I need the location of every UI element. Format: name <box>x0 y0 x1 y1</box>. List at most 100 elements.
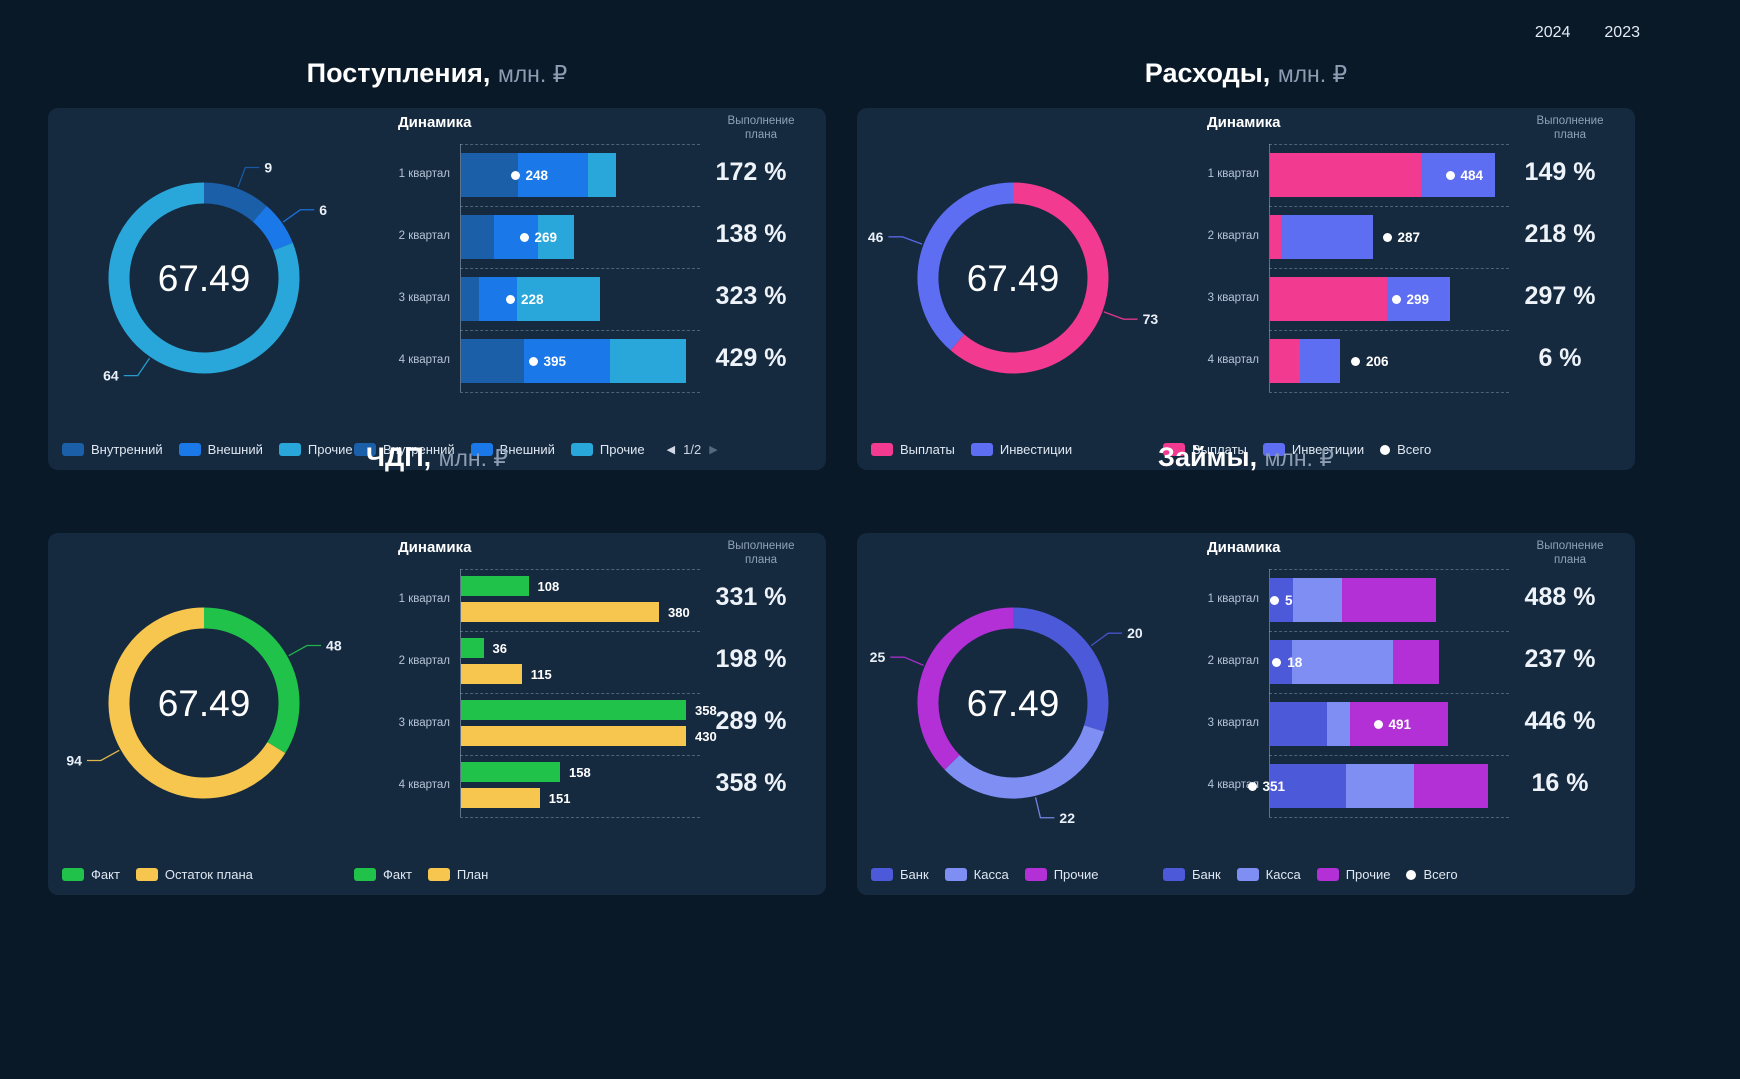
bar-segment-Внутренний[interactable] <box>461 153 519 197</box>
bar-segment-Внутренний[interactable] <box>461 339 524 383</box>
donut-slice-0[interactable] <box>203 182 267 223</box>
bar-segment-Внутренний[interactable] <box>461 215 494 259</box>
donut-slice-1[interactable] <box>252 205 293 251</box>
donut-slice-1[interactable] <box>944 725 1105 799</box>
bar-segment-Инвестиции[interactable] <box>1420 153 1495 197</box>
pagination-prev-icon[interactable]: ◀ <box>666 444 676 456</box>
donut-slice-value: 73 <box>1143 311 1159 327</box>
donut-slice-0[interactable] <box>1012 607 1109 732</box>
bar-segment-Инвестиции[interactable] <box>1281 215 1374 259</box>
grouped-bar-Факт[interactable] <box>461 576 529 596</box>
category-label: 2 квартал <box>1207 655 1259 667</box>
bar-segment-Касса[interactable] <box>1326 702 1350 746</box>
bar-segment-Внешний[interactable] <box>524 339 610 383</box>
panel-title-unit: млн. ₽ <box>497 61 568 87</box>
legend-item[interactable]: Внешний <box>470 442 555 457</box>
pagination-label: 1/2 <box>683 442 702 457</box>
donut-slice-2[interactable] <box>917 607 1014 770</box>
bar-segment-Прочие[interactable] <box>1414 764 1489 808</box>
year-tab-2023[interactable]: 2023 <box>1604 24 1640 41</box>
legend-item[interactable]: Факт <box>354 867 412 882</box>
bar-segment-Выплаты[interactable] <box>1270 215 1282 259</box>
legend-item[interactable]: Внутренний <box>354 442 455 457</box>
legend-item[interactable]: Прочие <box>1024 867 1098 882</box>
stacked-bar[interactable] <box>1270 153 1495 197</box>
legend-item-total[interactable]: Всего <box>1380 442 1431 457</box>
bar-segment-Касса[interactable] <box>1293 578 1342 622</box>
stacked-bar[interactable] <box>1270 702 1448 746</box>
donut-slice-1[interactable] <box>917 182 1014 351</box>
donut-slice-value: 6 <box>319 202 327 218</box>
bar-segment-Касса[interactable] <box>1291 640 1394 684</box>
grouped-bar-Факт[interactable] <box>461 762 560 782</box>
legend-item[interactable]: Касса <box>1236 867 1301 882</box>
legend-item[interactable]: Выплаты <box>1163 442 1247 457</box>
legend-item[interactable]: Остаток плана <box>135 867 253 882</box>
grouped-bar-Факт[interactable] <box>461 638 484 658</box>
stacked-bar[interactable] <box>1270 215 1374 259</box>
grouped-bar-Факт[interactable] <box>461 700 686 720</box>
bar-segment-Внешний[interactable] <box>518 153 589 197</box>
legend-item[interactable]: Прочие <box>278 442 353 457</box>
legend-item[interactable]: План <box>427 867 488 882</box>
legend-item[interactable]: Банк <box>871 867 929 882</box>
stacked-bar[interactable] <box>1270 764 1489 808</box>
bar-segment-Выплаты[interactable] <box>1270 339 1300 383</box>
legend-item[interactable]: Инвестиции <box>970 442 1072 457</box>
bar-segment-Инвестиции[interactable] <box>1299 339 1340 383</box>
year-tab-2024[interactable]: 2024 <box>1534 24 1571 41</box>
category-label: 3 квартал <box>398 292 450 304</box>
donut-slice-1[interactable] <box>108 607 286 799</box>
value-dot-icon <box>1351 356 1360 366</box>
bar-segment-Прочие[interactable] <box>516 277 601 321</box>
bar-segment-Прочие[interactable] <box>609 339 686 383</box>
legend-item[interactable]: Прочие <box>570 442 645 457</box>
stacked-bar[interactable] <box>461 215 574 259</box>
legend-item[interactable]: Выплаты <box>871 442 955 457</box>
bar-segment-Прочие[interactable] <box>588 153 617 197</box>
donut-slice-0[interactable] <box>950 182 1109 374</box>
grouped-bar-План[interactable] <box>461 726 686 746</box>
grouped-bar-План[interactable] <box>461 664 522 684</box>
grouped-bar-План[interactable] <box>461 788 540 808</box>
bar-segment-Банк[interactable] <box>1270 764 1347 808</box>
category-label: 1 квартал <box>398 593 450 605</box>
stacked-bar[interactable] <box>461 153 617 197</box>
donut-slice-0[interactable] <box>203 607 300 754</box>
legend-item[interactable]: Инвестиции <box>1262 442 1364 457</box>
legend-item[interactable]: Касса <box>944 867 1009 882</box>
bar-segment-Касса[interactable] <box>1346 764 1415 808</box>
bar-segment-Выплаты[interactable] <box>1270 277 1387 321</box>
legend-item[interactable]: Факт <box>62 867 120 882</box>
bar-segment-Внутренний[interactable] <box>461 277 480 321</box>
stacked-bar[interactable] <box>461 339 686 383</box>
bar-segment-Прочие[interactable] <box>1393 640 1439 684</box>
stacked-bar[interactable] <box>461 277 601 321</box>
bar-segment-Прочие[interactable] <box>1349 702 1448 746</box>
donut-slice-value: 9 <box>264 159 272 175</box>
value-dot-icon <box>528 356 538 366</box>
legend-item-total[interactable]: Всего <box>1406 867 1458 882</box>
stacked-bar[interactable] <box>1270 578 1437 622</box>
bar-segment-Банк[interactable] <box>1270 702 1327 746</box>
stacked-bar[interactable] <box>1270 277 1450 321</box>
bar-segment-Банк[interactable] <box>1270 578 1294 622</box>
donut-slice-2[interactable] <box>108 182 300 374</box>
legend-item[interactable]: Банк <box>1163 867 1221 882</box>
grouped-bar-План[interactable] <box>461 602 659 622</box>
bar-value: 299 <box>1406 291 1430 307</box>
category-label: 3 квартал <box>1207 292 1259 304</box>
bar-segment-Прочие[interactable] <box>1341 578 1437 622</box>
bar-segment-Выплаты[interactable] <box>1270 153 1421 197</box>
legend-swatch <box>178 443 201 456</box>
pagination-next-icon[interactable]: ▶ <box>709 444 718 456</box>
bar-segment-Внешний[interactable] <box>493 215 538 259</box>
legend-item[interactable]: Внешний <box>178 442 263 457</box>
category-label: 2 квартал <box>1207 230 1259 242</box>
legend-item[interactable]: Прочие <box>1316 867 1390 882</box>
stacked-bar[interactable] <box>1270 640 1439 684</box>
grid-line <box>460 392 700 393</box>
bar-segment-Прочие[interactable] <box>537 215 574 259</box>
stacked-bar[interactable] <box>1270 339 1340 383</box>
legend-item[interactable]: Внутренний <box>62 442 163 457</box>
